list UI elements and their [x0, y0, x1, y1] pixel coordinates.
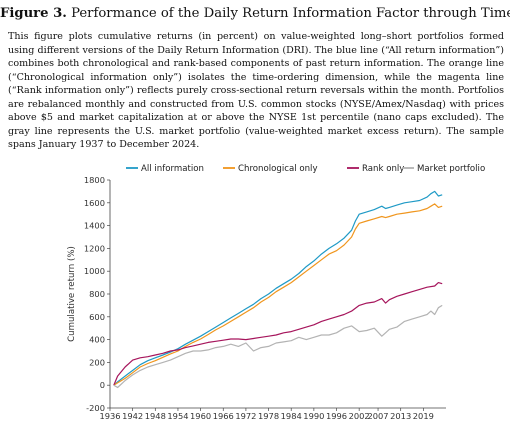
y-tick-label: 600 — [89, 312, 105, 322]
y-tick-label: 1400 — [84, 221, 105, 231]
series-line-3 — [113, 304, 443, 389]
y-tick-label: 1600 — [84, 198, 105, 208]
series-line-0 — [113, 190, 443, 386]
series-line-1 — [113, 203, 443, 386]
legend-label-3: Market portfolio — [417, 164, 485, 174]
x-tick-label: 2013 — [390, 411, 411, 421]
figure-label: Figure 3. — [0, 6, 67, 21]
y-tick-label: -200 — [86, 403, 105, 413]
legend-label-1: Chronological only — [238, 164, 318, 174]
chart-legend: All information Chronological only Rank on… — [126, 164, 485, 174]
x-tick-label: 1948 — [145, 411, 166, 421]
x-tick-label: 1972 — [235, 411, 256, 421]
x-tick-label: 1942 — [122, 411, 143, 421]
x-tick-label: 1966 — [213, 411, 234, 421]
x-tick-label: 1978 — [258, 411, 279, 421]
x-tick-label: 1996 — [326, 411, 347, 421]
y-tick-label: 0 — [100, 380, 105, 390]
x-tick-label: 1954 — [167, 411, 188, 421]
y-tick-label: 400 — [89, 335, 105, 345]
legend-label-2: Rank only — [362, 164, 404, 174]
figure-title: Figure 3. Performance of the Daily Retur… — [0, 6, 510, 21]
x-tick-label: 1990 — [303, 411, 324, 421]
y-tick-label: 1200 — [84, 243, 105, 253]
x-tick-label: 2002 — [349, 411, 370, 421]
x-tick-label: 1984 — [281, 411, 302, 421]
y-axis-label: Cumulative return (%) — [67, 246, 77, 342]
chart-axes: -200 0 200 400 600 800 1000 1200 1400 1600 1800 193… — [67, 175, 446, 421]
x-tick-label: 2007 — [367, 411, 388, 421]
x-tick-label: 1960 — [190, 411, 211, 421]
figure-caption: This figure plots cumulative returns (in… — [8, 31, 504, 150]
y-tick-label: 800 — [89, 289, 105, 299]
chart-series — [113, 190, 443, 389]
legend-label-0: All information — [141, 164, 204, 174]
figure-title-text: Performance of the Daily Return Informat… — [71, 6, 510, 21]
y-tick-label: 1000 — [84, 266, 105, 276]
x-tick-label: 1936 — [99, 411, 120, 421]
y-tick-label: 1800 — [84, 175, 105, 185]
y-tick-label: 200 — [89, 357, 105, 367]
series-line-2 — [113, 282, 443, 386]
x-tick-label: 2019 — [413, 411, 434, 421]
